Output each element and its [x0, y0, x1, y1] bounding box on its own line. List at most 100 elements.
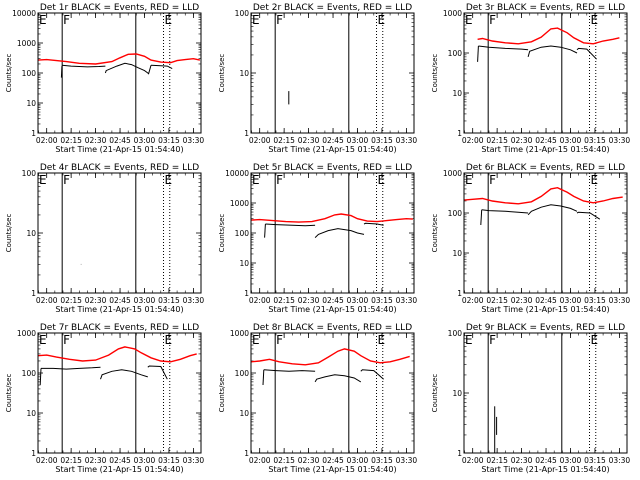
lld-series-line [477, 27, 620, 45]
corner-mark-right: E [165, 13, 173, 27]
events-series-line [147, 365, 168, 380]
corner-mark-left: E [465, 13, 473, 27]
events-series-line [100, 369, 148, 380]
x-tick-label: 03:15 [371, 456, 393, 465]
panel-det-6: Det 6r BLACK = Events, RED = LLD 1000 100 1… [431, 163, 630, 314]
x-tick-label: 03:00 [560, 456, 582, 465]
plot-frame [250, 332, 415, 454]
x-tick-label: 02:00 [36, 456, 58, 465]
x-tick-label: 03:00 [347, 296, 369, 305]
x-tick-label: 03:15 [584, 296, 606, 305]
plot-frame [250, 12, 415, 134]
x-tick-label: 02:30 [85, 136, 107, 145]
x-tick-label: 02:45 [322, 136, 344, 145]
events-series-line [150, 64, 173, 70]
events-series-line [41, 366, 101, 370]
corner-mark-mid: F [276, 13, 283, 27]
events-series-line [104, 62, 152, 75]
x-tick-label: 02:30 [298, 296, 320, 305]
x-tick-label: 02:00 [249, 136, 271, 145]
x-tick-label: 03:15 [158, 456, 180, 465]
y-axis-label: Counts/sec [431, 374, 439, 413]
corner-mark-right: E [165, 173, 173, 187]
events-series-line [314, 374, 362, 383]
y-tick-label: 10 [26, 99, 36, 108]
x-tick-label: 03:15 [158, 296, 180, 305]
y-tick-label: 10 [239, 409, 249, 418]
corner-mark-left: E [252, 333, 260, 347]
y-tick-label: 10 [239, 259, 249, 268]
corner-mark-left: E [252, 173, 260, 187]
x-tick-label: 02:00 [462, 296, 484, 305]
x-tick-label: 02:00 [462, 456, 484, 465]
y-tick-label: 100 [22, 169, 37, 178]
corner-mark-left: E [39, 173, 47, 187]
x-tick-label: 02:15 [486, 456, 508, 465]
x-tick-label: 02:15 [60, 136, 82, 145]
events-series-line [314, 228, 365, 238]
x-tick-label: 03:00 [134, 296, 156, 305]
y-axis-label: Counts/sec [218, 54, 226, 93]
x-tick-label: 03:15 [371, 136, 393, 145]
y-tick-label: 100 [448, 49, 463, 58]
panel-det-4: Det 4r BLACK = Events, RED = LLD10010102… [5, 163, 204, 314]
corner-mark-mid: F [63, 13, 70, 27]
x-tick-label: 03:30 [396, 136, 418, 145]
y-tick-label: 1000 [230, 199, 249, 208]
plot-frame [463, 172, 628, 294]
corner-mark-right: E [378, 173, 386, 187]
x-axis-label: Start Time (21-Apr-15 01:54:40) [55, 465, 183, 474]
y-tick-label: 10 [452, 249, 462, 258]
x-tick-label: 02:15 [273, 456, 295, 465]
lld-series-line [251, 213, 413, 223]
x-tick-label: 02:00 [36, 296, 58, 305]
y-tick-label: 1000 [17, 329, 36, 338]
y-tick-label: 10000 [225, 169, 249, 178]
events-series-line [576, 47, 597, 60]
panel-det-2: Det 2r BLACK = Events, RED = LLD10010102… [218, 3, 417, 154]
events-series-line [60, 66, 63, 78]
y-tick-label: 100 [448, 209, 463, 218]
x-axis-label: Start Time (21-Apr-15 01:54:40) [481, 465, 609, 474]
y-tick-label: 1 [244, 289, 249, 298]
y-axis-label: Counts/sec [5, 54, 13, 93]
y-axis-label: Counts/sec [431, 54, 439, 93]
panel-title: Det 1r BLACK = Events, RED = LLD [40, 3, 199, 13]
panel-title: Det 5r BLACK = Events, RED = LLD [253, 163, 412, 173]
lld-series-line [38, 346, 197, 363]
panel-title: Det 7r BLACK = Events, RED = LLD [40, 323, 199, 333]
y-tick-label: 1 [457, 449, 462, 458]
x-tick-label: 02:30 [511, 296, 533, 305]
x-tick-label: 02:30 [85, 296, 107, 305]
x-tick-label: 02:30 [85, 456, 107, 465]
y-tick-label: 1 [31, 289, 36, 298]
y-tick-label: 10 [26, 229, 36, 238]
y-tick-label: 100 [448, 329, 463, 338]
x-tick-label: 03:30 [609, 136, 631, 145]
series-group [251, 348, 410, 386]
x-tick-label: 03:30 [183, 136, 205, 145]
y-tick-label: 10 [26, 409, 36, 418]
corner-mark-right: E [591, 13, 599, 27]
x-tick-label: 03:15 [371, 296, 393, 305]
y-axis-label: Counts/sec [431, 214, 439, 253]
x-tick-label: 02:45 [322, 456, 344, 465]
corner-mark-right: E [591, 333, 599, 347]
panel-det-7: Det 7r BLACK = Events, RED = LLD 1000 100 1… [5, 323, 204, 474]
corner-mark-mid: F [63, 333, 70, 347]
y-tick-label: 10 [239, 69, 249, 78]
y-tick-label: 10000 [12, 9, 36, 18]
y-axis-label: Counts/sec [218, 374, 226, 413]
series-group [251, 213, 413, 238]
x-axis-label: Start Time (21-Apr-15 01:54:40) [55, 145, 183, 154]
lld-series-line [38, 53, 201, 65]
x-tick-label: 02:45 [535, 136, 557, 145]
series-group [38, 346, 197, 386]
y-tick-label: 100 [22, 69, 37, 78]
y-tick-label: 100 [235, 9, 250, 18]
x-tick-label: 02:30 [298, 136, 320, 145]
x-axis-label: Start Time (21-Apr-15 01:54:40) [268, 465, 396, 474]
x-tick-label: 03:30 [609, 296, 631, 305]
series-group [494, 406, 498, 453]
